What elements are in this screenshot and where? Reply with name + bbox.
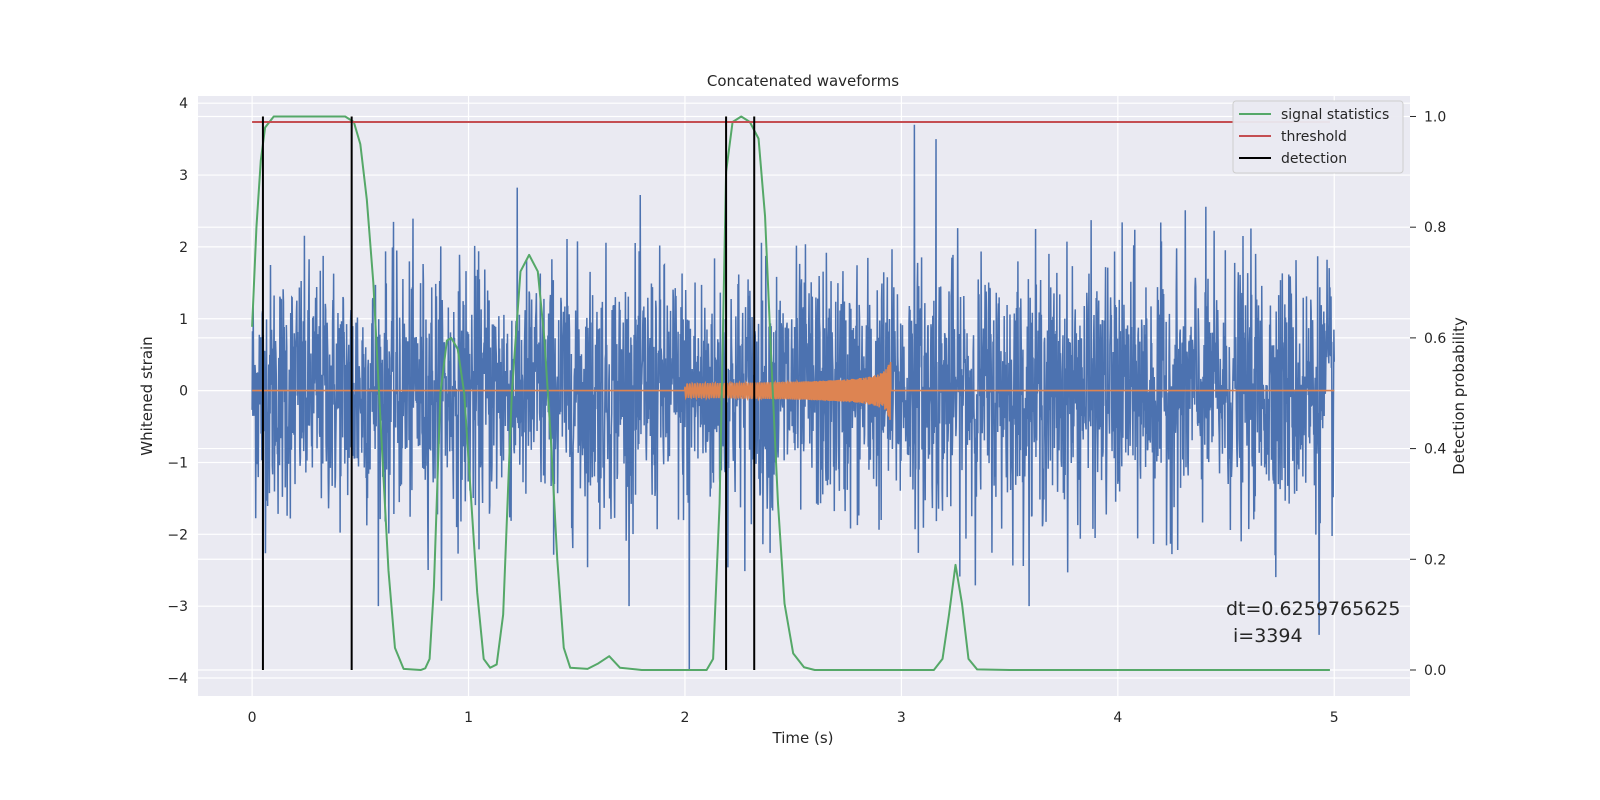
x-tick-label: 1 <box>464 710 473 726</box>
y-tick-label: −1 <box>167 455 188 471</box>
legend: signal statistics threshold detection <box>1232 100 1404 174</box>
x-axis-label: Time (s) <box>772 729 834 747</box>
x-tick-label: 2 <box>681 710 690 726</box>
y2-tick-label: 0.0 <box>1424 663 1446 679</box>
ticks: 0 1 2 3 4 5 4 3 2 1 0 −1 −2 −3 −4 1.0 0.8 0.6 0.4 0.2 0.0 <box>167 96 1446 726</box>
chart-title: Concatenated waveforms <box>707 72 899 90</box>
y-tick-label: −2 <box>167 527 188 543</box>
chirp-series-line <box>252 362 1335 420</box>
y2-tick-label: 1.0 <box>1424 109 1446 125</box>
index-annotation: i=3394 <box>1233 625 1303 647</box>
y2-tick-label: 0.8 <box>1424 220 1446 236</box>
legend-box <box>1232 100 1404 174</box>
y-tick-label: 2 <box>179 240 188 256</box>
dt-annotation: dt=0.6259765625 <box>1226 598 1400 620</box>
y2-tick-label: 0.6 <box>1424 331 1446 347</box>
y2-axis-label: Detection probability <box>1450 317 1468 475</box>
y-tick-label: 0 <box>179 384 188 400</box>
y-tick-label: −4 <box>167 671 188 687</box>
x-tick-label: 4 <box>1113 710 1122 726</box>
y-tick-label: 4 <box>179 96 188 112</box>
x-tick-label: 0 <box>248 710 257 726</box>
legend-label: signal statistics <box>1281 107 1389 123</box>
y2-tick-label: 0.2 <box>1424 552 1446 568</box>
series-layer <box>251 115 1335 671</box>
y-tick-label: −3 <box>167 599 188 615</box>
signal-statistics-line <box>251 115 1330 671</box>
y-tick-label: 3 <box>179 168 188 184</box>
y-tick-label: 1 <box>179 312 188 328</box>
x-tick-label: 5 <box>1330 710 1339 726</box>
x-tick-label: 3 <box>897 710 906 726</box>
legend-label: detection <box>1281 151 1347 167</box>
legend-label: threshold <box>1281 129 1347 145</box>
y2-tick-label: 0.4 <box>1424 442 1446 458</box>
y-axis-label: Whitened strain <box>138 336 156 455</box>
